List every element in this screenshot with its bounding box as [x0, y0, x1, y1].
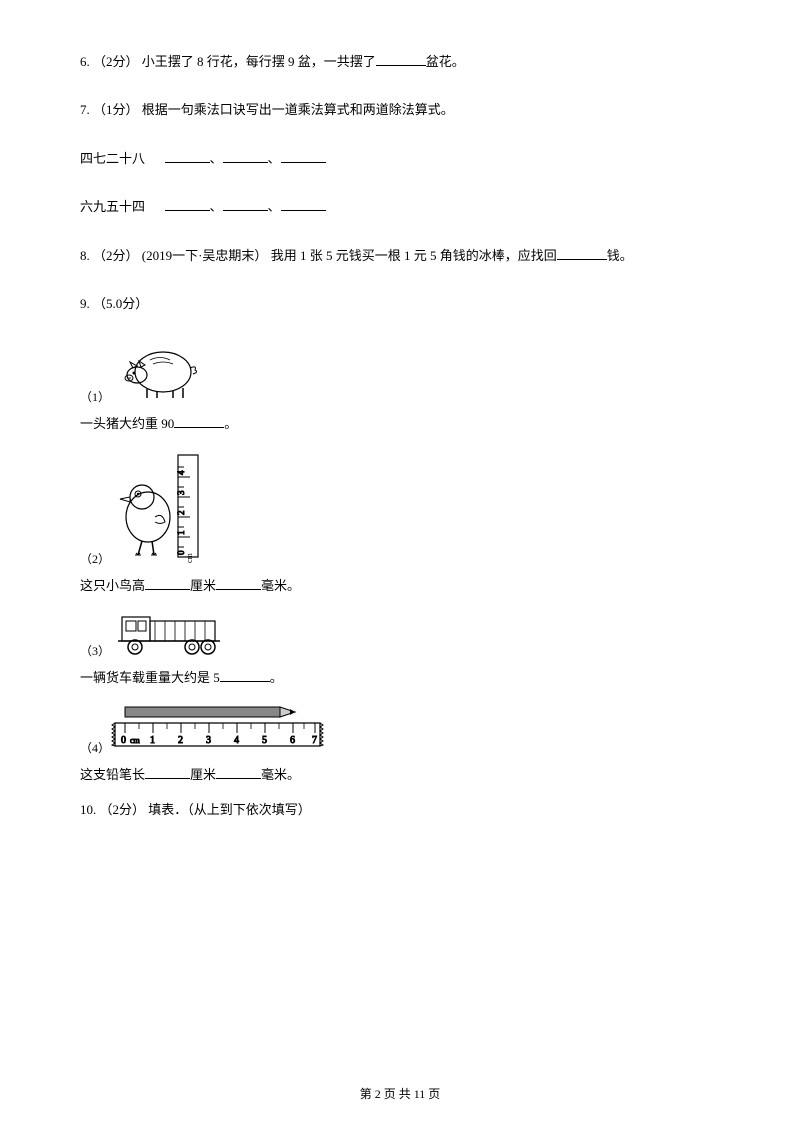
question-8: 8. （2分） (2019一下·吴忠期末） 我用 1 张 5 元钱买一根 1 元… — [80, 244, 720, 267]
q9-s4-blank1[interactable] — [145, 765, 190, 779]
q7-line2-label: 六九五十四 — [80, 199, 145, 214]
question-9: 9. （5.0分） — [80, 292, 720, 315]
q7-l2-blank2[interactable] — [223, 197, 268, 211]
q9-sub4: （4） 0 cm 1 2 3 4 5 6 7 — [80, 701, 720, 783]
q9-s1-text-a: 一头猪大约重 90 — [80, 416, 174, 431]
q7-line1: 四七二十八 、、 — [80, 147, 720, 170]
q9-s2-blank2[interactable] — [216, 576, 261, 590]
q6-blank[interactable] — [376, 52, 426, 66]
q6-points: （2分） — [93, 54, 139, 69]
svg-text:2: 2 — [176, 511, 186, 516]
svg-text:1: 1 — [150, 735, 155, 746]
q9-s4-blank2[interactable] — [216, 765, 261, 779]
q9-s2-text-b: 毫米。 — [261, 578, 300, 593]
q9-s4-text-a: 这支铅笔长 — [80, 767, 145, 782]
q9-sub2: （2） 0 1 2 3 4 — [80, 447, 720, 594]
q7-points: （1分） — [93, 102, 139, 117]
svg-text:4: 4 — [176, 470, 186, 475]
q9-s4-text-mid: 厘米 — [190, 767, 216, 782]
q8-points: （2分） — [93, 248, 139, 263]
question-6: 6. （2分） 小王摆了 8 行花，每行摆 9 盆，一共摆了 盆花。 — [80, 50, 720, 73]
q7-line1-label: 四七二十八 — [80, 151, 145, 166]
footer-text: 第 2 页 共 11 页 — [360, 1087, 441, 1101]
q7-l1-blank1[interactable] — [165, 149, 210, 163]
pencil-ruler-icon: 0 cm 1 2 3 4 5 6 7 — [110, 701, 330, 756]
svg-text:4: 4 — [234, 735, 239, 746]
q7-num: 7. — [80, 102, 90, 117]
svg-text:cm: cm — [185, 553, 194, 564]
q8-num: 8. — [80, 248, 90, 263]
q6-text-b: 盆花。 — [426, 54, 465, 69]
bird-ruler-icon: 0 1 2 3 4 cm — [110, 447, 220, 567]
svg-text:3: 3 — [206, 735, 211, 746]
q8-text-b: 钱。 — [607, 248, 633, 263]
q8-text-a: 我用 1 张 5 元钱买一根 1 元 5 角钱的冰棒，应找回 — [271, 248, 557, 263]
svg-text:2: 2 — [178, 735, 183, 746]
q9-s2-text-mid: 厘米 — [190, 578, 216, 593]
q9-s1-blank[interactable] — [174, 414, 224, 428]
svg-text:0: 0 — [121, 735, 126, 746]
page-footer: 第 2 页 共 11 页 — [0, 1085, 800, 1102]
svg-text:3: 3 — [176, 490, 186, 495]
svg-text:5: 5 — [262, 735, 267, 746]
q9-s3-text-a: 一辆货车载重量大约是 5 — [80, 670, 220, 685]
q9-s2-text-a: 这只小鸟高 — [80, 578, 145, 593]
q7-l2-blank3[interactable] — [281, 197, 326, 211]
q9-s2-blank1[interactable] — [145, 576, 190, 590]
truck-icon — [110, 609, 230, 659]
q9-s4-label: （4） — [80, 739, 110, 756]
q9-num: 9. — [80, 296, 90, 311]
q6-text-a: 小王摆了 8 行花，每行摆 9 盆，一共摆了 — [142, 54, 376, 69]
q8-context: (2019一下·吴忠期末） — [142, 248, 268, 263]
q7-l1-blank3[interactable] — [281, 149, 326, 163]
svg-text:cm: cm — [130, 736, 141, 745]
question-7: 7. （1分） 根据一句乘法口诀写出一道乘法算式和两道除法算式。 — [80, 98, 720, 121]
pig-icon — [115, 340, 205, 405]
q7-l2-blank1[interactable] — [165, 197, 210, 211]
q9-s1-label: （1） — [80, 388, 110, 405]
q7-line2: 六九五十四 、、 — [80, 195, 720, 218]
q10-num: 10. — [80, 802, 96, 817]
q9-s3-text-b: 。 — [270, 670, 283, 685]
q9-s3-blank[interactable] — [220, 668, 270, 682]
q10-text: 填表．（从上到下依次填写） — [148, 802, 311, 817]
q9-s3-label: （3） — [80, 642, 110, 659]
svg-text:1: 1 — [176, 531, 186, 536]
q8-blank[interactable] — [557, 246, 607, 260]
q9-sub3: （3） 一辆货车载重量大约是 5 。 — [80, 609, 720, 686]
q9-s2-label: （2） — [80, 550, 110, 567]
q6-num: 6. — [80, 54, 90, 69]
q9-sub1: （1） 一头猪大约重 90 。 — [80, 340, 720, 432]
q9-s1-text-b: 。 — [224, 416, 237, 431]
q10-points: （2分） — [100, 802, 146, 817]
q7-text: 根据一句乘法口诀写出一道乘法算式和两道除法算式。 — [142, 102, 454, 117]
svg-text:7: 7 — [312, 735, 317, 746]
q9-points: （5.0分） — [93, 296, 148, 311]
q9-s4-text-b: 毫米。 — [261, 767, 300, 782]
q7-l1-blank2[interactable] — [223, 149, 268, 163]
question-10: 10. （2分） 填表．（从上到下依次填写） — [80, 798, 720, 821]
svg-text:6: 6 — [290, 735, 295, 746]
